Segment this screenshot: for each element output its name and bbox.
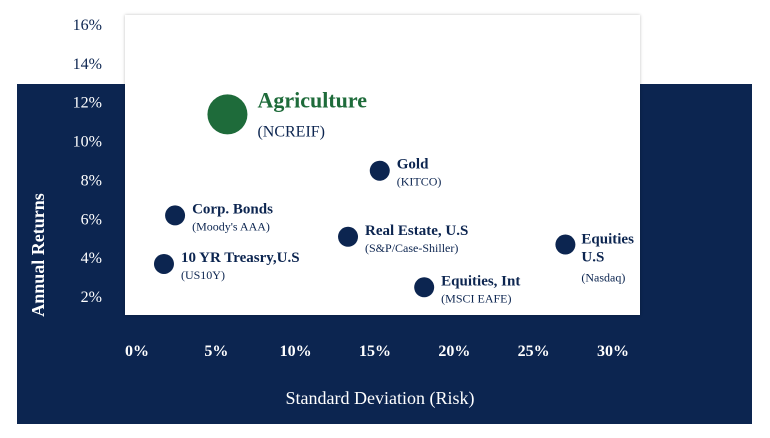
x-axis-title: Standard Deviation (Risk): [286, 388, 475, 409]
point-label: U.S: [581, 250, 604, 266]
data-point: 10 YR Treasry,U.S (US10Y): [153, 250, 300, 282]
point-marker: [153, 253, 174, 274]
point-label: Equities: [581, 232, 634, 248]
point-sublabel: (US10Y): [181, 268, 225, 282]
point-sublabel: (S&P/Case-Shiller): [365, 241, 458, 255]
point-label: 10 YR Treasry,U.S: [181, 250, 300, 266]
point-label: Equities, Int: [441, 273, 520, 289]
x-tick-label: 20%: [438, 343, 470, 360]
y-tick-label: 10%: [73, 134, 102, 151]
data-point: Equities, Int (MSCI EAFE): [414, 273, 520, 305]
y-tick-label: 4%: [81, 250, 102, 267]
point-sublabel: (Moody's AAA): [192, 219, 270, 233]
data-point: Agriculture (NCREIF): [207, 87, 367, 140]
data-point: Gold (KITCO): [369, 157, 442, 189]
point-sublabel: (NCREIF): [257, 123, 325, 140]
point-marker: [369, 160, 390, 181]
x-tick-label: 0%: [125, 343, 149, 360]
data-point: Equities U.S (Nasdaq): [555, 232, 634, 285]
point-marker: [165, 205, 186, 226]
y-axis-title: Annual Returns: [28, 193, 48, 317]
y-tick-label: 2%: [81, 289, 102, 306]
data-points: Agriculture (NCREIF) Gold (KITCO) Corp. Bond…: [153, 87, 634, 305]
point-label: Agriculture: [257, 87, 367, 112]
y-tick-label: 6%: [81, 211, 102, 228]
x-tick-label: 15%: [359, 343, 391, 360]
x-tick-label: 10%: [280, 343, 312, 360]
point-marker: [338, 226, 359, 247]
x-tick-label: 25%: [518, 343, 550, 360]
y-tick-label: 16%: [73, 17, 102, 34]
point-marker: [207, 94, 248, 135]
y-tick-label: 14%: [73, 56, 102, 73]
point-marker: [414, 277, 435, 298]
x-tick-label: 5%: [204, 343, 228, 360]
y-tick-label: 8%: [81, 172, 102, 189]
y-tick-label: 12%: [73, 95, 102, 112]
point-marker: [555, 234, 576, 255]
data-point: Real Estate, U.S (S&P/Case-Shiller): [338, 223, 468, 255]
data-point: Corp. Bonds (Moody's AAA): [165, 201, 273, 233]
point-label: Gold: [397, 157, 429, 173]
point-sublabel: (Nasdaq): [581, 271, 625, 285]
x-axis-ticks: 0% 5% 10% 15% 20% 25% 30%: [125, 343, 629, 360]
point-sublabel: (KITCO): [397, 175, 442, 189]
point-label: Real Estate, U.S: [365, 223, 468, 239]
point-label: Corp. Bonds: [192, 201, 273, 217]
y-axis-ticks: 2% 4% 6% 8% 10% 12% 14% 16%: [73, 17, 102, 306]
x-tick-label: 30%: [597, 343, 629, 360]
point-sublabel: (MSCI EAFE): [441, 291, 511, 305]
